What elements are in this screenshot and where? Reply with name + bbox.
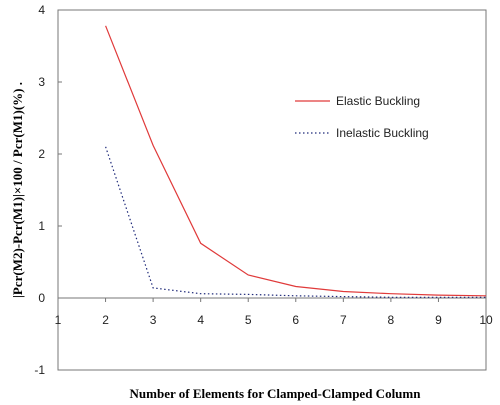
y-tick-label: 2 (38, 147, 45, 161)
x-tick-label: 4 (197, 313, 204, 327)
plot-area (57, 9, 487, 371)
series-line-inelastic-buckling (105, 146, 486, 298)
y-tick-label: -1 (34, 363, 45, 377)
series-layer (105, 25, 487, 298)
series-line-elastic-buckling (105, 25, 487, 297)
legend-label-inelastic: Inelastic Buckling (336, 126, 429, 140)
y-tick-label: 0 (38, 291, 45, 305)
x-tick-label: 6 (292, 313, 299, 327)
x-tick-label: 7 (340, 313, 347, 327)
x-tick-label: 5 (245, 313, 252, 327)
x-tick-label: 1 (55, 313, 62, 327)
y-tick-label: 4 (38, 3, 45, 17)
x-tick-label: 8 (388, 313, 395, 327)
x-axis-title: Number of Elements for Clamped-Clamped C… (130, 386, 422, 401)
x-tick-label: 10 (479, 313, 493, 327)
x-tick-label: 3 (150, 313, 157, 327)
x-tick-label: 9 (435, 313, 442, 327)
x-axis-ticks: 1 2 3 4 5 6 7 8 9 10 (55, 298, 493, 327)
y-axis-title: |Pcr(M2)-Pcr(M1)|×100 / Pcr(M1)(%) . (10, 82, 25, 298)
x-tick-label: 2 (102, 313, 109, 327)
y-tick-label: 1 (38, 219, 45, 233)
legend-label-elastic: Elastic Buckling (336, 94, 420, 108)
legend: Elastic Buckling Inelastic Buckling (295, 94, 429, 140)
y-tick-label: 3 (38, 75, 45, 89)
